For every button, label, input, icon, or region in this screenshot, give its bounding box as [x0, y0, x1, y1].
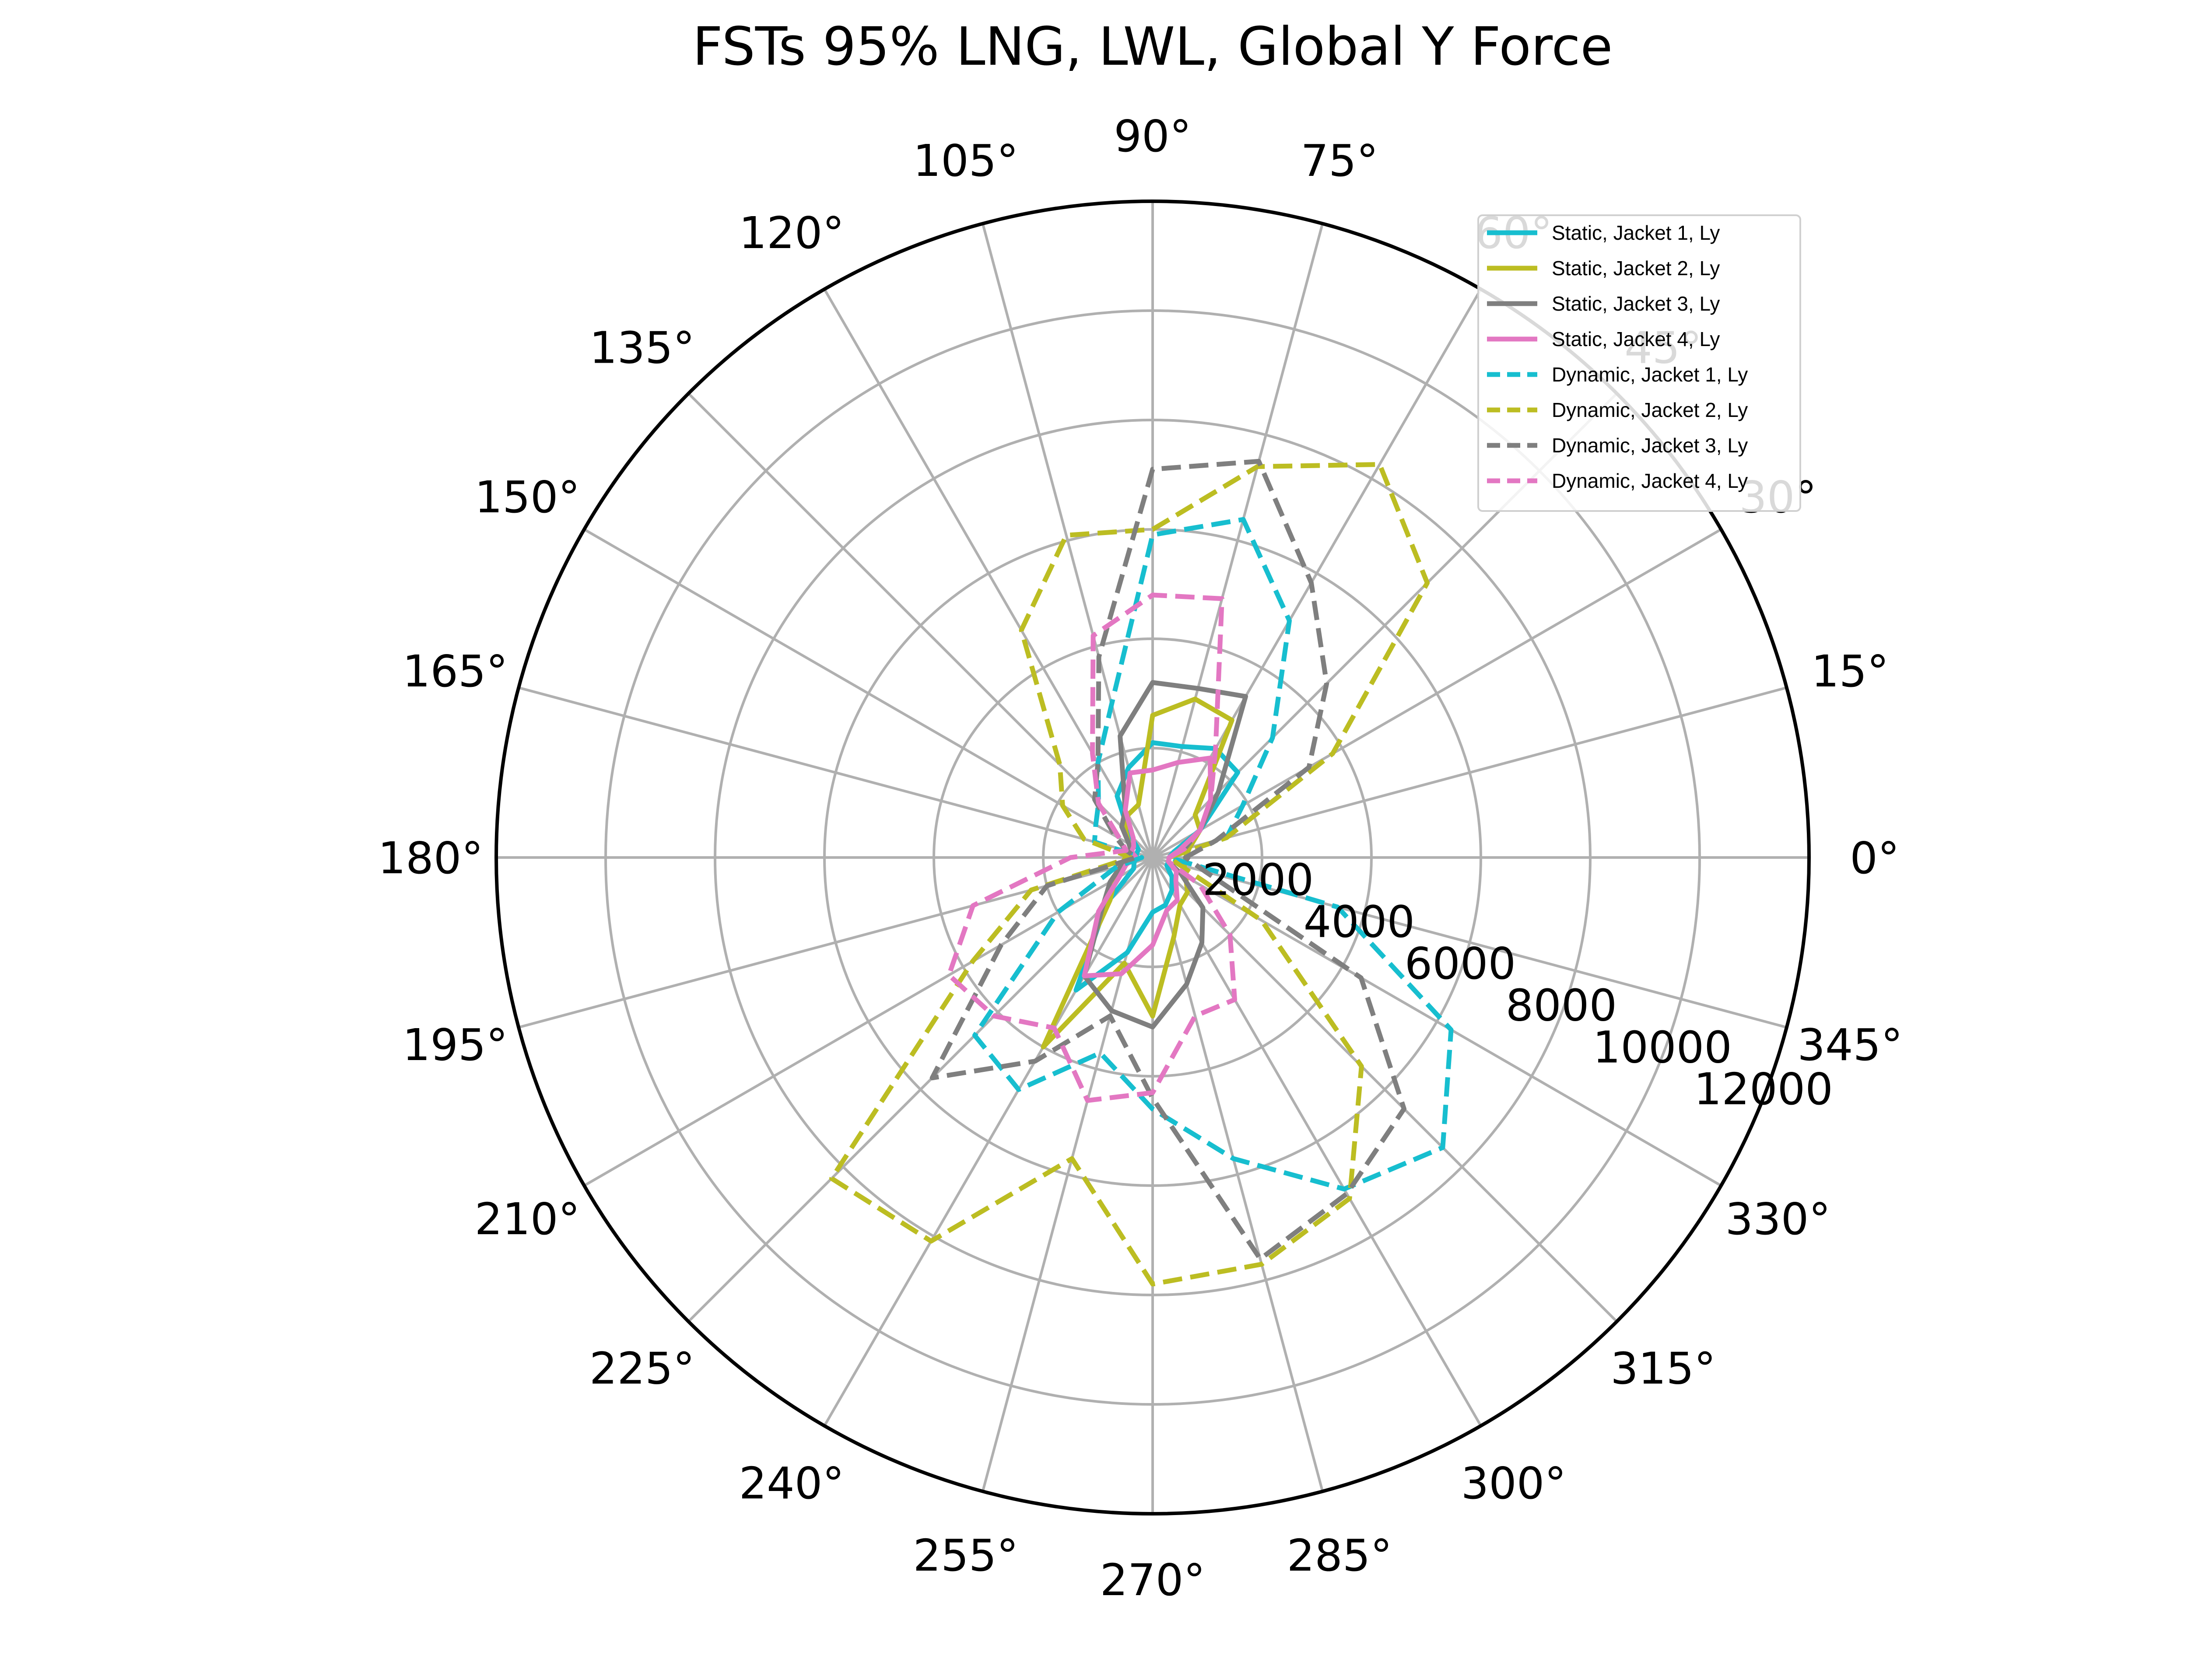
angular-gridline [1152, 686, 1787, 859]
theta-tick-label: 315° [1610, 1343, 1716, 1394]
angular-gridline [981, 223, 1154, 858]
series-line [947, 592, 1237, 1103]
theta-tick-label: 345° [1797, 1019, 1903, 1071]
radial-tick-label: 4000 [1304, 896, 1415, 947]
angular-gridline [1151, 857, 1482, 1427]
theta-tick-label: 120° [739, 207, 845, 259]
theta-tick-label: 0° [1850, 833, 1900, 884]
radial-tick-label: 10000 [1593, 1022, 1732, 1073]
theta-tick-label: 330° [1725, 1194, 1830, 1245]
angular-gridline [583, 528, 1154, 859]
angular-gridline [1151, 223, 1324, 858]
theta-tick-label: 135° [589, 322, 695, 373]
theta-tick-labels: 0°15°30°45°60°75°90°105°120°135°150°165°… [378, 111, 1903, 1606]
theta-tick-label: 240° [739, 1458, 845, 1509]
legend-label: Static, Jacket 2, Ly [1552, 257, 1720, 280]
legend-label: Static, Jacket 3, Ly [1552, 292, 1720, 315]
angular-gridline [518, 686, 1153, 859]
chart-title: FSTs 95% LNG, LWL, Global Y Force [693, 17, 1613, 77]
radial-tick-label: 6000 [1405, 938, 1516, 989]
angular-gridline [1152, 528, 1722, 859]
angular-gridline [687, 856, 1154, 1323]
polar-frame [494, 200, 1811, 1516]
series-line [929, 458, 1406, 1262]
angular-gridline [823, 857, 1154, 1427]
legend-label: Dynamic, Jacket 1, Ly [1552, 363, 1748, 386]
legend-label: Static, Jacket 4, Ly [1552, 328, 1720, 350]
theta-tick-label: 150° [475, 472, 580, 523]
legend-label: Dynamic, Jacket 2, Ly [1552, 399, 1748, 421]
series-line [972, 517, 1454, 1192]
legend-label: Dynamic, Jacket 4, Ly [1552, 469, 1748, 492]
legend-label: Dynamic, Jacket 3, Ly [1552, 434, 1748, 457]
radial-tick-label: 2000 [1203, 854, 1314, 906]
radial-tick-label: 12000 [1694, 1064, 1833, 1115]
legend: Static, Jacket 1, Ly Static, Jacket 2, Ly… [1477, 214, 1801, 512]
theta-tick-label: 195° [403, 1019, 508, 1071]
theta-tick-label: 225° [589, 1343, 695, 1394]
radial-tick-label: 8000 [1506, 980, 1617, 1031]
theta-tick-label: 165° [403, 646, 508, 697]
theta-tick-label: 285° [1287, 1530, 1392, 1581]
theta-tick-label: 105° [913, 135, 1018, 186]
angular-gridline [1151, 288, 1482, 858]
series-layer [829, 458, 1454, 1287]
legend-label: Static, Jacket 1, Ly [1552, 221, 1720, 244]
theta-tick-label: 300° [1461, 1458, 1567, 1509]
theta-tick-label: 210° [475, 1194, 580, 1245]
angular-gridline [687, 392, 1154, 859]
theta-tick-label: 15° [1811, 646, 1889, 697]
legend-frame [1477, 214, 1801, 512]
theta-tick-label: 75° [1301, 135, 1378, 186]
theta-tick-label: 90° [1114, 111, 1191, 162]
theta-tick-label: 270° [1100, 1554, 1206, 1606]
angular-gridline [823, 288, 1154, 858]
angular-gridline [583, 856, 1154, 1187]
theta-tick-label: 180° [378, 833, 484, 884]
angular-gridline [1151, 857, 1324, 1492]
theta-tick-label: 255° [913, 1530, 1018, 1581]
